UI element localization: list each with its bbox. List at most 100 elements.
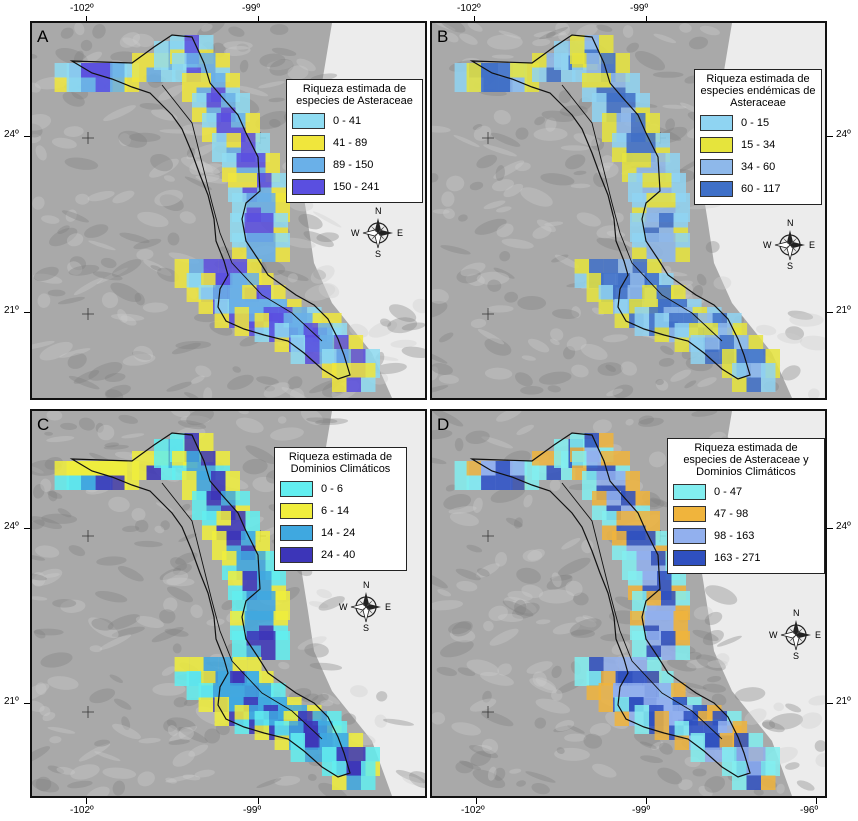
legend-row: 163 - 271 [673, 547, 819, 569]
compass-label-n: N [375, 206, 382, 216]
panel-letter: B [437, 27, 449, 46]
legend: Riqueza estimada de especies endémicas d… [694, 69, 822, 205]
panel-letter: D [437, 415, 450, 434]
legend-swatch [292, 179, 325, 195]
legend-row: 0 - 15 [700, 112, 816, 134]
compass-label-n: N [363, 580, 370, 590]
legend-swatch [673, 484, 706, 500]
legend-label: 0 - 15 [741, 117, 770, 129]
legend-title: Riqueza estimada de Dominios Climáticos [288, 451, 393, 475]
legend-label: 150 - 241 [333, 181, 380, 193]
legend: Riqueza estimada de especies de Asterace… [667, 438, 825, 574]
compass-label-s: S [363, 623, 370, 633]
legend-title: Riqueza estimada de especies de Asterace… [296, 83, 413, 107]
lon-label-top-3: -102º [457, 3, 481, 14]
lon-label-top-4: -99º [630, 3, 649, 14]
lon-label-bottom-2: -99º [243, 805, 262, 816]
compass-label-s: S [375, 249, 382, 259]
legend-row: 24 - 40 [280, 544, 401, 566]
legend-row: 41 - 89 [292, 132, 417, 154]
legend-label: 24 - 40 [321, 549, 356, 561]
compass-label-e: E [815, 630, 822, 640]
legend-swatch [280, 525, 313, 541]
lat-label-left-4: 21º [4, 696, 19, 707]
lon-label-top-1: -102º [70, 3, 94, 14]
legend-row: 34 - 60 [700, 156, 816, 178]
compass-label-w: W [763, 240, 772, 250]
compass-label-w: W [339, 602, 348, 612]
legend-row: 0 - 6 [280, 478, 401, 500]
legend-row: 15 - 34 [700, 134, 816, 156]
map-panel-a: A Riqueza estimada de especies de Astera… [30, 21, 427, 400]
compass-label-s: S [787, 261, 794, 271]
legend-swatch [700, 137, 733, 153]
lat-label-left-3: 24º [4, 521, 19, 532]
legend-swatch [280, 481, 313, 497]
legend-row: 60 - 117 [700, 178, 816, 200]
compass-label-e: E [397, 228, 404, 238]
legend-label: 15 - 34 [741, 139, 776, 151]
compass-label-w: W [351, 228, 360, 238]
lon-label-bottom-3: -102º [461, 805, 485, 816]
compass-label-n: N [787, 218, 794, 228]
compass-rose-icon: N S W E [763, 218, 816, 271]
legend-row: 89 - 150 [292, 154, 417, 176]
legend: Riqueza estimada de especies de Asterace… [286, 79, 423, 203]
legend-swatch [673, 550, 706, 566]
lat-label-right-4: 21º [836, 696, 851, 707]
legend-label: 89 - 150 [333, 159, 374, 171]
legend-swatch [292, 157, 325, 173]
legend-label: 6 - 14 [321, 505, 350, 517]
lat-label-left-1: 24º [4, 129, 19, 140]
compass-rose-icon: N S W E [769, 608, 822, 661]
legend-row: 150 - 241 [292, 176, 417, 198]
legend-swatch [700, 115, 733, 131]
legend-label: 41 - 89 [333, 137, 368, 149]
legend-row: 14 - 24 [280, 522, 401, 544]
legend-swatch [292, 113, 325, 129]
legend-swatch [673, 528, 706, 544]
legend-label: 98 - 163 [714, 530, 755, 542]
legend-row: 47 - 98 [673, 503, 819, 525]
legend-swatch [700, 159, 733, 175]
compass-label-e: E [809, 240, 816, 250]
compass-rose-icon: N S W E [351, 206, 404, 259]
compass-label-w: W [769, 630, 778, 640]
legend-swatch [280, 547, 313, 563]
compass-label-s: S [793, 651, 800, 661]
legend-label: 163 - 271 [714, 552, 761, 564]
legend-label: 14 - 24 [321, 527, 356, 539]
legend-label: 47 - 98 [714, 508, 749, 520]
lat-label-right-1: 24º [836, 129, 851, 140]
panel-letter: A [37, 27, 49, 46]
legend-label: 0 - 47 [714, 486, 743, 498]
lat-label-right-3: 24º [836, 521, 851, 532]
lon-label-bottom-4: -99º [632, 805, 651, 816]
map-panel-b: B Riqueza estimada de especies endémicas… [430, 21, 827, 400]
compass-label-e: E [385, 602, 392, 612]
map-panel-c: C Riqueza estimada de Dominios Climático… [30, 409, 427, 798]
lat-label-left-2: 21º [4, 305, 19, 316]
legend-label: 34 - 60 [741, 161, 776, 173]
legend-row: 0 - 41 [292, 110, 417, 132]
legend-label: 0 - 6 [321, 483, 344, 495]
legend-swatch [700, 181, 733, 197]
legend-row: 6 - 14 [280, 500, 401, 522]
legend-label: 0 - 41 [333, 115, 362, 127]
lon-label-bottom-5: -96º [800, 805, 819, 816]
lat-label-right-2: 21º [836, 305, 851, 316]
legend-swatch [673, 506, 706, 522]
legend: Riqueza estimada de Dominios Climáticos … [274, 447, 407, 571]
map-panel-d: D Riqueza estimada de especies de Astera… [430, 409, 827, 798]
legend-row: 0 - 47 [673, 481, 819, 503]
compass-rose-icon: N S W E [339, 580, 392, 633]
legend-title: Riqueza estimada de especies endémicas d… [700, 73, 816, 109]
compass-label-n: N [793, 608, 800, 618]
legend-label: 60 - 117 [741, 183, 781, 195]
legend-swatch [280, 503, 313, 519]
lon-label-bottom-1: -102º [70, 805, 94, 816]
legend-swatch [292, 135, 325, 151]
panel-letter: C [37, 415, 50, 434]
legend-title: Riqueza estimada de especies de Asterace… [683, 442, 809, 478]
lon-label-top-2: -99º [242, 3, 261, 14]
